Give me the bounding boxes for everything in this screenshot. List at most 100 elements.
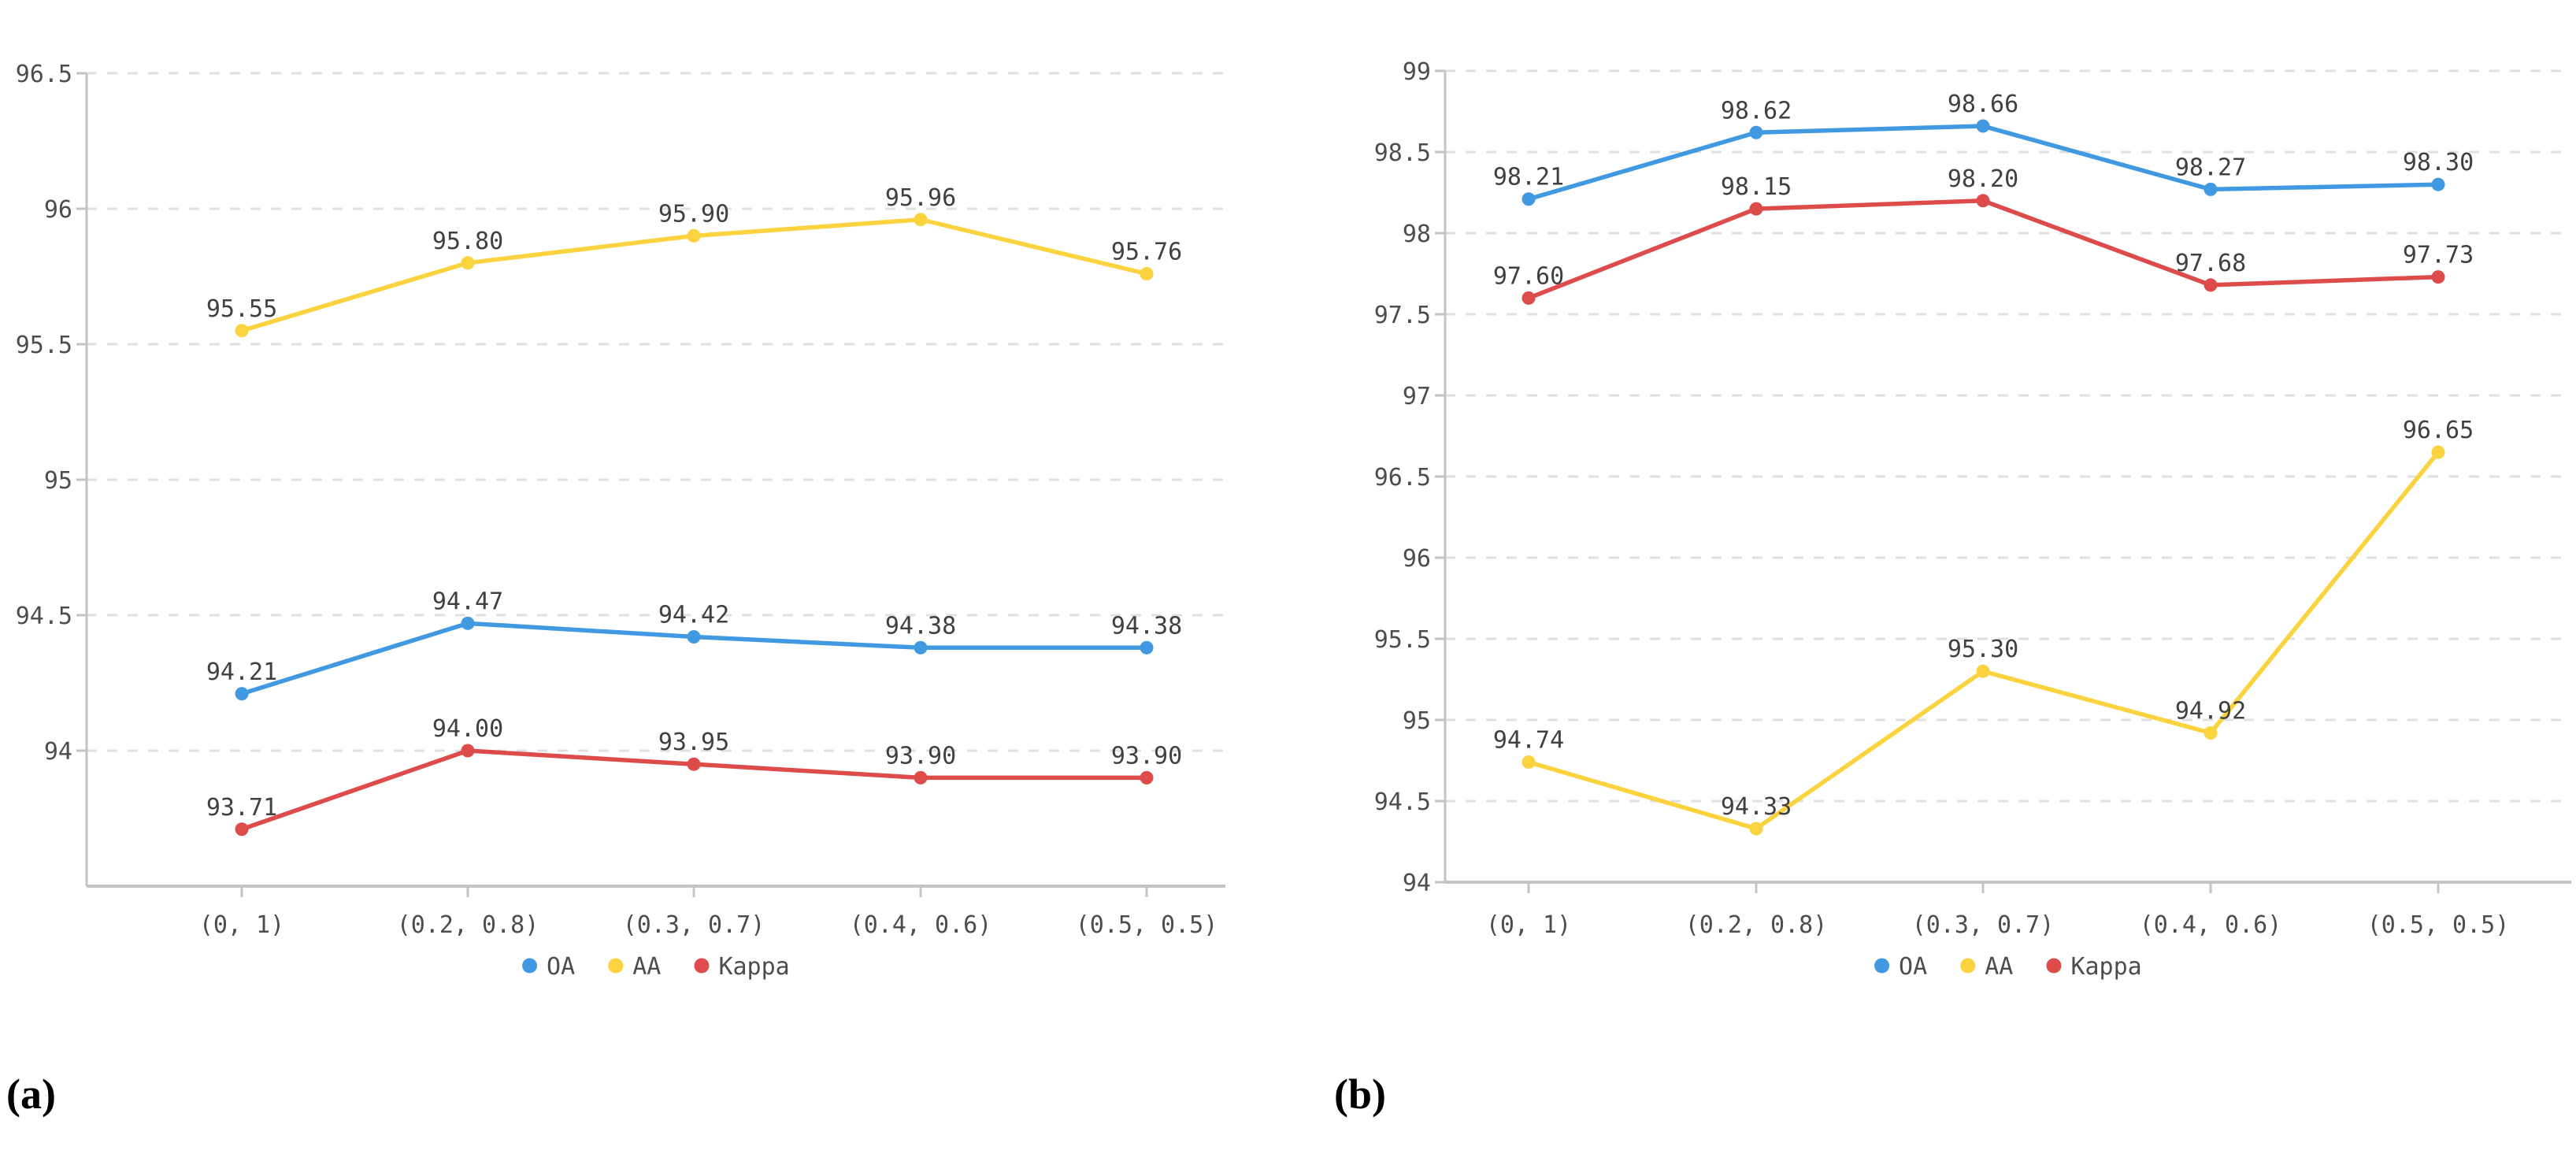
y-tick-label: 97: [1403, 383, 1431, 410]
y-tick-label: 98.5: [1374, 139, 1431, 167]
data-point-OA: [2203, 182, 2218, 196]
legend-dot-Kappa: [2046, 958, 2062, 974]
data-point-OA: [1140, 640, 1154, 655]
legend-label-AA: AA: [1985, 953, 2013, 981]
data-label-Kappa: 94.00: [432, 715, 503, 743]
y-tick-label: 94: [1403, 870, 1431, 897]
y-tick-label: 99: [1403, 58, 1431, 86]
data-label-OA: 94.47: [432, 588, 503, 615]
x-tick-label: (0.4, 0.6): [850, 911, 992, 939]
x-tick-label: (0, 1): [1486, 911, 1571, 939]
x-tick-label: (0.2, 0.8): [1685, 911, 1828, 939]
legend-label-OA: OA: [1899, 953, 1927, 981]
y-tick-label: 94: [44, 738, 72, 766]
legend-dot-AA: [1960, 958, 1976, 974]
data-label-AA: 95.76: [1111, 239, 1182, 266]
data-label-OA: 98.66: [1948, 91, 2018, 118]
y-tick-label: 95.5: [16, 332, 72, 359]
legend-label-Kappa: Kappa: [718, 953, 789, 981]
data-label-AA: 96.65: [2403, 417, 2474, 444]
y-tick-label: 94.5: [1374, 788, 1431, 816]
legend-dot-OA: [1874, 958, 1890, 974]
data-label-Kappa: 97.60: [1493, 262, 1564, 290]
data-point-AA: [1522, 755, 1536, 770]
series-line-Kappa: [1526, 198, 2441, 301]
data-point-OA: [461, 616, 475, 630]
data-point-Kappa: [1749, 202, 1763, 216]
data-point-AA: [914, 213, 928, 227]
x-tick-label: (0, 1): [199, 911, 284, 939]
y-tick-label: 98: [1403, 221, 1431, 248]
data-point-OA: [1522, 192, 1536, 206]
data-point-OA: [1976, 119, 1990, 133]
data-label-Kappa: 93.71: [206, 794, 277, 822]
caption-a: (a): [6, 1070, 56, 1118]
data-label-OA: 98.30: [2403, 149, 2474, 176]
data-label-OA: 94.21: [206, 658, 277, 686]
data-point-AA: [1749, 822, 1763, 836]
data-label-Kappa: 93.95: [658, 729, 729, 756]
y-tick-label: 96: [1403, 545, 1431, 573]
data-point-AA: [235, 324, 249, 338]
y-tick-label: 94.5: [16, 603, 72, 630]
data-label-AA: 95.96: [885, 184, 956, 212]
data-label-AA: 94.33: [1721, 793, 1792, 821]
x-tick-label: (0.4, 0.6): [2140, 911, 2282, 939]
data-label-AA: 94.74: [1493, 727, 1564, 755]
y-tick-label: 96: [44, 196, 72, 224]
legend-label-Kappa: Kappa: [2070, 953, 2141, 981]
data-label-AA: 94.92: [2175, 697, 2246, 725]
data-label-Kappa: 98.15: [1721, 173, 1792, 201]
data-point-Kappa: [461, 744, 475, 758]
data-point-AA: [2431, 445, 2445, 459]
x-tick-label: (0.5, 0.5): [1076, 911, 1218, 939]
data-label-Kappa: 93.90: [885, 742, 956, 770]
data-point-Kappa: [687, 757, 701, 771]
x-tick-label: (0.3, 0.7): [1912, 911, 2055, 939]
data-label-Kappa: 93.90: [1111, 742, 1182, 770]
x-tick-label: (0.2, 0.8): [397, 911, 539, 939]
legend-dot-Kappa: [694, 958, 710, 974]
x-tick-label: (0.3, 0.7): [623, 911, 765, 939]
data-point-Kappa: [1522, 291, 1536, 305]
data-point-AA: [687, 228, 701, 243]
data-label-AA: 95.30: [1948, 636, 2018, 663]
data-point-OA: [1749, 125, 1763, 139]
legend-label-AA: AA: [632, 953, 661, 981]
data-label-AA: 95.55: [206, 295, 277, 323]
y-tick-label: 95.5: [1374, 626, 1431, 654]
data-point-OA: [687, 630, 701, 644]
data-point-OA: [914, 640, 928, 655]
data-point-OA: [2431, 177, 2445, 191]
y-tick-label: 96.5: [16, 61, 72, 88]
legend-label-OA: OA: [547, 953, 575, 981]
data-point-Kappa: [1140, 770, 1154, 785]
legend-dot-AA: [608, 958, 624, 974]
data-point-Kappa: [1976, 194, 1990, 208]
data-label-OA: 94.38: [885, 612, 956, 640]
data-label-OA: 94.42: [658, 602, 729, 629]
data-label-Kappa: 97.73: [2403, 242, 2474, 269]
data-label-OA: 98.62: [1721, 97, 1792, 124]
data-point-Kappa: [235, 822, 249, 837]
data-point-AA: [1140, 267, 1154, 281]
data-point-Kappa: [2203, 278, 2218, 292]
y-tick-label: 96.5: [1374, 464, 1431, 492]
data-point-AA: [461, 256, 475, 270]
data-label-Kappa: 98.20: [1948, 165, 2018, 193]
data-point-Kappa: [2431, 270, 2445, 284]
data-point-AA: [1976, 664, 1990, 678]
chart-panel-a: 96.5 96 95.5 95 94.5 94 (0, 1) (0.2, 0.8) (0.3, …: [16, 61, 1225, 981]
data-point-Kappa: [914, 770, 928, 785]
data-label-AA: 95.90: [658, 200, 729, 228]
x-tick-label: (0.5, 0.5): [2367, 911, 2510, 939]
data-point-AA: [2203, 725, 2218, 740]
data-label-OA: 94.38: [1111, 612, 1182, 640]
chart-panel-b: 99 98.5 98 97.5 97 96.5 96 95.5 95 94.5 94 (0, 1) (0…: [1374, 58, 2571, 981]
data-label-Kappa: 97.68: [2175, 250, 2246, 277]
legend-dot-OA: [522, 958, 538, 974]
data-label-OA: 98.27: [2175, 154, 2246, 181]
y-tick-label: 95: [44, 467, 72, 495]
data-point-OA: [235, 687, 249, 701]
